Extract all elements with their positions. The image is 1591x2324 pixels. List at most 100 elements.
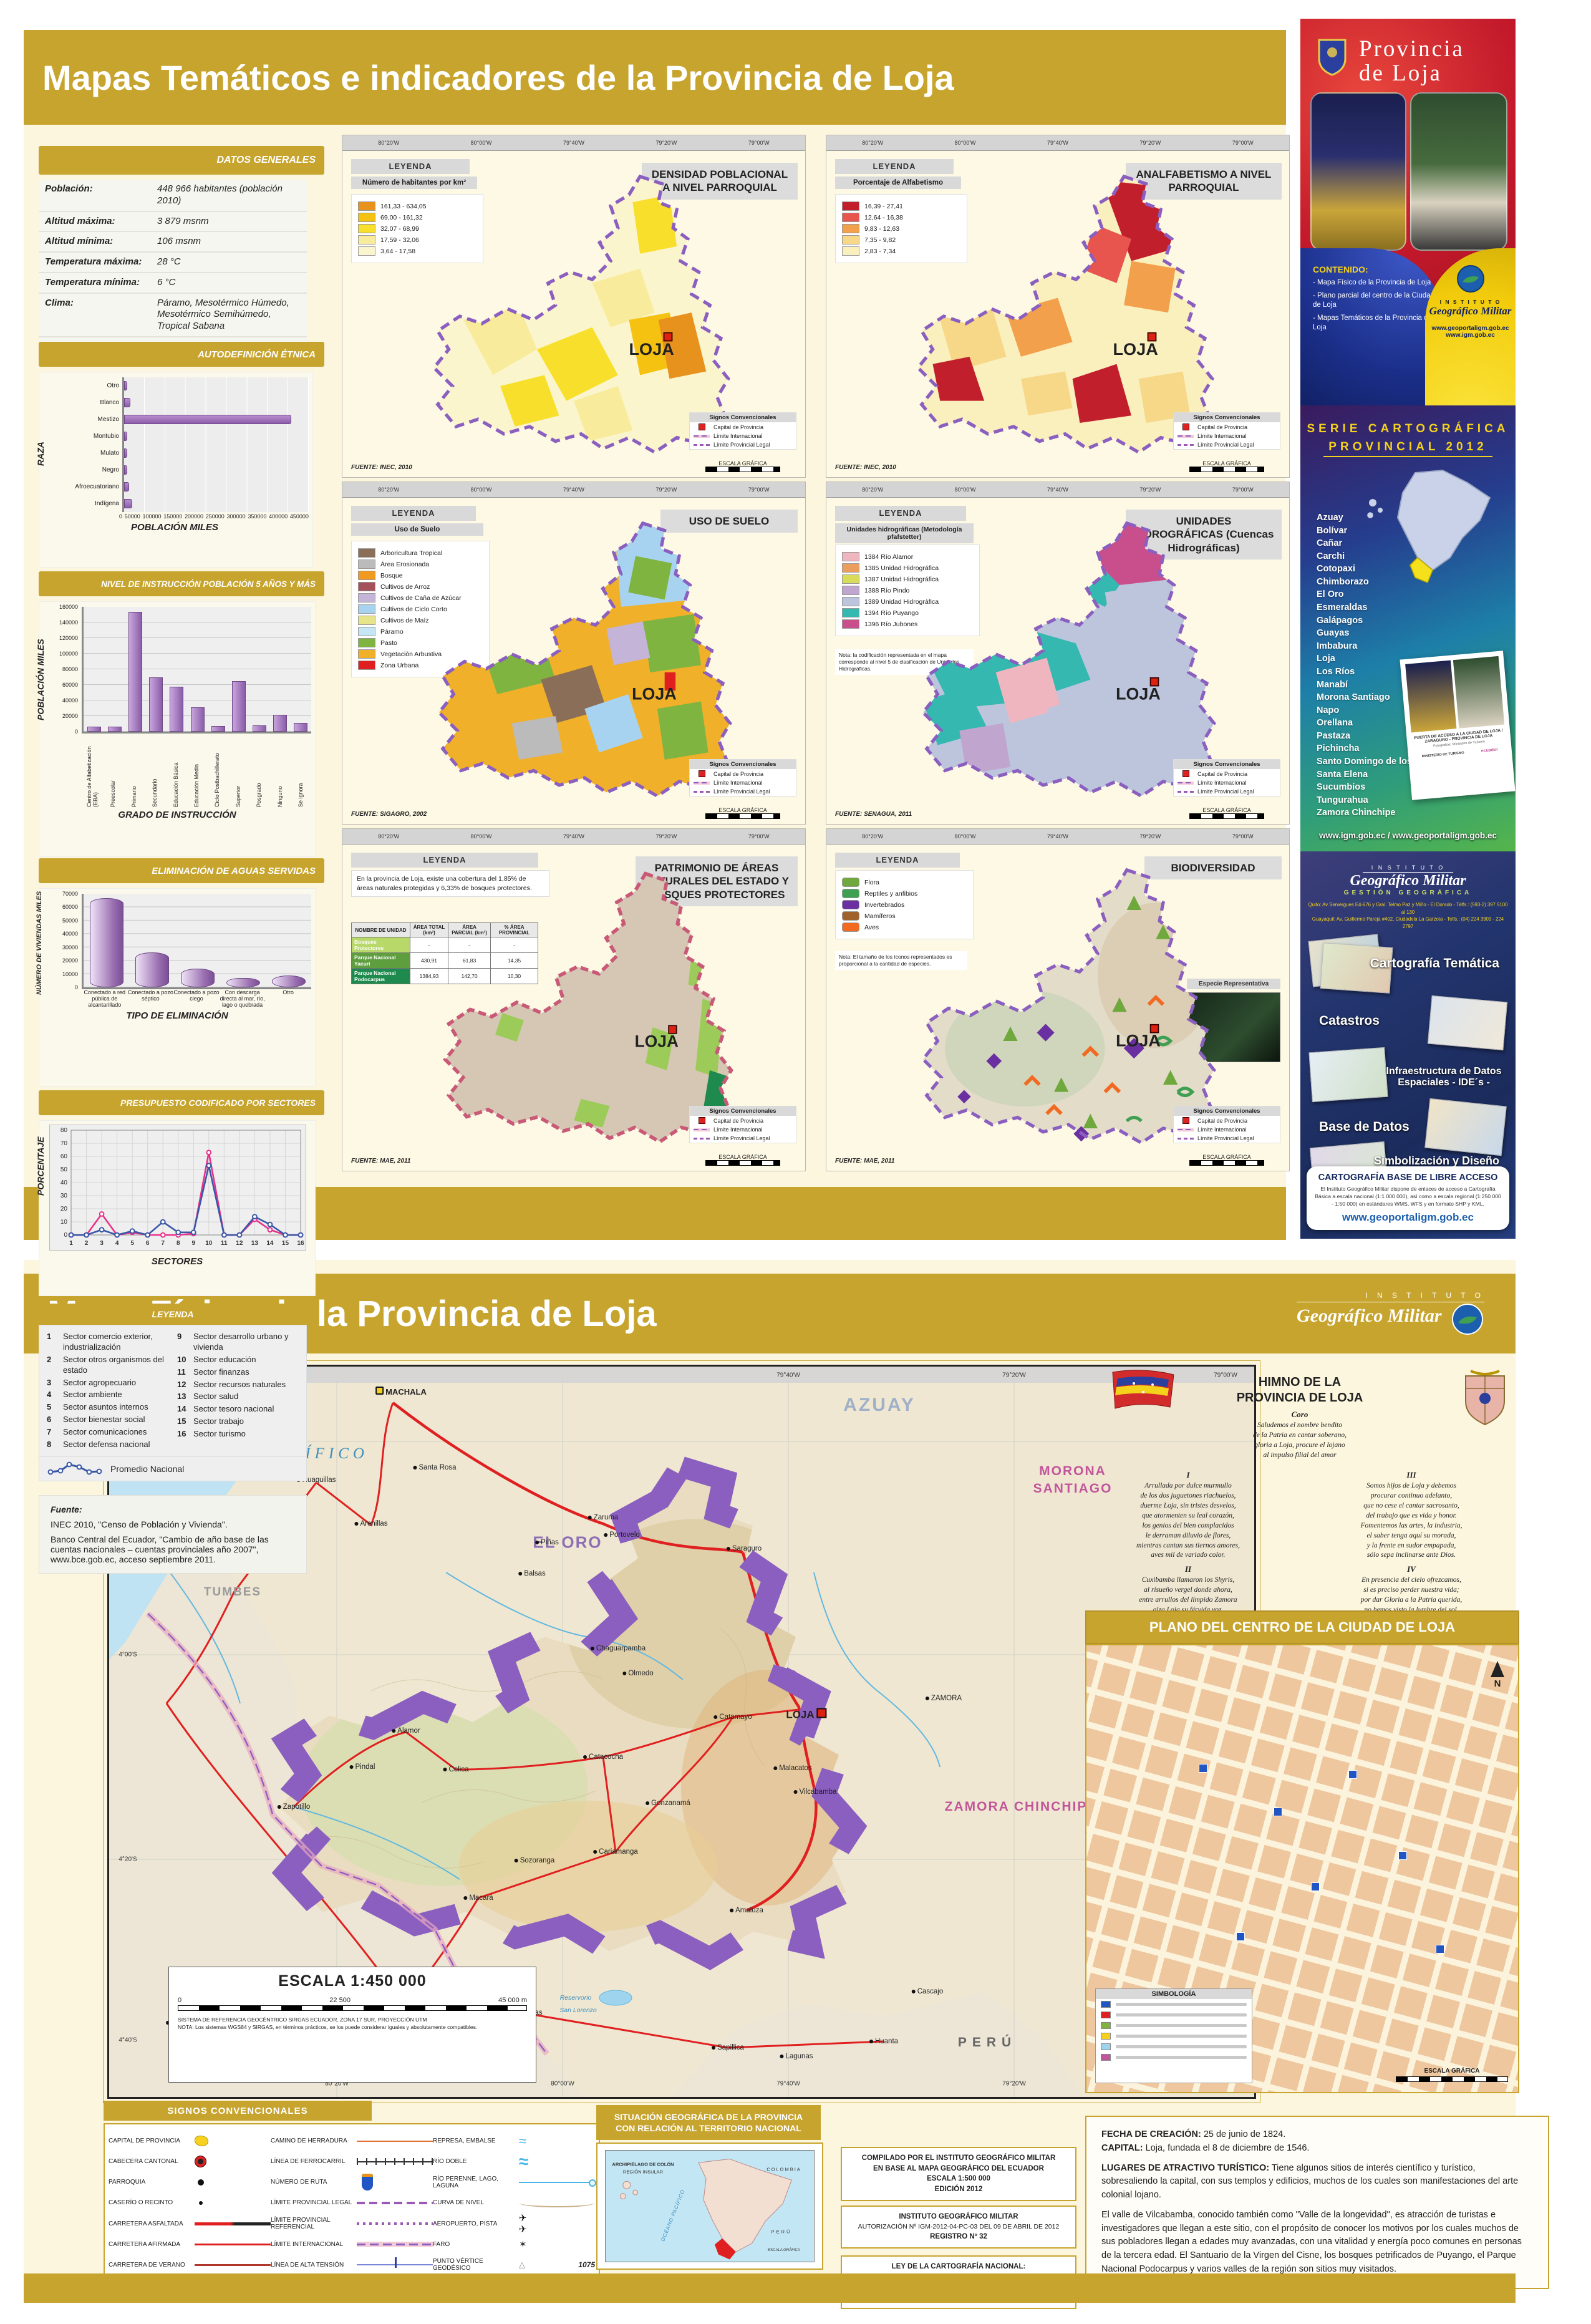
coord-label: 79°40'W bbox=[1047, 833, 1068, 840]
map-label: Balsas bbox=[518, 1570, 546, 1577]
signo-symbol bbox=[195, 2235, 271, 2253]
datos-row: Altitud mínima: 106 msnm bbox=[39, 232, 307, 253]
igm-logo-panel: I N S T I T U T O Geográfico Militar www… bbox=[1425, 248, 1516, 405]
signo-label: CASERÍO O RECINTO bbox=[109, 2199, 173, 2207]
signos-header: SIGNOS CONVENCIONALES bbox=[104, 2101, 372, 2121]
map-label: ZAMORA CHINCHIPE bbox=[944, 1799, 1098, 1814]
leyenda-chip bbox=[842, 246, 859, 256]
situ-escala: ESCALA GRÁFICA bbox=[768, 2249, 800, 2252]
signo-symbol bbox=[357, 2256, 433, 2273]
leyenda-item: 7,35 - 9,82 bbox=[842, 235, 960, 245]
map-fuente: FUENTE: INEC, 2010 bbox=[351, 464, 412, 471]
map-label: Sapillica bbox=[712, 2044, 744, 2051]
datos-value: Páramo, Mesotérmico Húmedo, Mesotérmico … bbox=[157, 297, 289, 332]
province-item: Cañar bbox=[1317, 538, 1343, 549]
datos-label: Temperatura mínima: bbox=[45, 276, 140, 288]
signo-symbol bbox=[519, 2235, 595, 2253]
province-item: Imbabura bbox=[1317, 641, 1358, 651]
coord-label: 80°00'W bbox=[954, 487, 976, 493]
himno-line: Arrullada por dulce murmullo bbox=[1144, 1482, 1232, 1490]
leyenda-item-label: 2,83 - 7,34 bbox=[864, 247, 896, 255]
leyenda-chip bbox=[358, 661, 375, 670]
sector-num: 2 bbox=[47, 1354, 52, 1364]
sector-num: 3 bbox=[47, 1377, 52, 1387]
chart-presupuesto-title: PRESUPUESTO CODIFICADO POR SECTORES bbox=[120, 1098, 316, 1108]
chart-etnica-header: AUTODEFINICIÓN ÉTNICA bbox=[39, 342, 324, 367]
leyenda-item-label: Cultivos de Caña de Azúcar bbox=[380, 594, 462, 602]
chart-aguas-ylabel: NÚMERO DE VIVIENDAS MILES bbox=[36, 891, 43, 995]
leyenda-item-label: Páramo bbox=[380, 627, 404, 636]
info-turistica-box: FECHA DE CREACIÓN: 25 de junio de 1824. … bbox=[1085, 2116, 1549, 2292]
sector-num: 10 bbox=[177, 1354, 186, 1364]
map-label: 79°20'W bbox=[1002, 2080, 1026, 2088]
sector-item: 5 Sector asuntos internos bbox=[47, 1402, 168, 1413]
datos-value: 3 879 msnm bbox=[157, 215, 209, 226]
signo-label: CARRETERA DE VERANO bbox=[109, 2261, 185, 2268]
leyenda-clases: 161,33 - 634,05 69,00 - 161,32 32,07 - 68,… bbox=[351, 194, 483, 263]
province-item: Cotopaxi bbox=[1317, 564, 1356, 574]
himno-line: los genios del bien complacidos bbox=[1142, 1521, 1234, 1529]
province-item: Pichincha bbox=[1317, 743, 1360, 754]
leyenda-chip bbox=[358, 246, 375, 256]
signo-item: AEROPUERTO, PISTA bbox=[433, 2215, 595, 2232]
leyenda-item: Cultivos de Ciclo Corto bbox=[358, 604, 483, 614]
signo-item: RÍO PERENNE, LAGO, LAGUNA bbox=[433, 2174, 596, 2191]
leyenda-item: Cultivos de Arroz bbox=[358, 582, 483, 591]
sector-num: 16 bbox=[177, 1429, 186, 1439]
signo-label: CURVA DE NIVEL bbox=[433, 2199, 484, 2207]
leyenda-clases: 1384 Río Alamor 1385 Unidad Hidrográfica 1… bbox=[835, 545, 980, 636]
svg-text:LOJA: LOJA bbox=[629, 339, 674, 359]
map-label: Santa Rosa bbox=[413, 1464, 456, 1471]
leyenda-chip bbox=[358, 213, 375, 222]
sector-label: Sector finanzas bbox=[193, 1367, 249, 1377]
map-label: 4°40'S bbox=[118, 2036, 137, 2044]
himno-title2: PROVINCIA DE LOJA bbox=[1236, 1391, 1363, 1405]
map-label: 80°20'W bbox=[325, 2080, 349, 2088]
coord-label: 79°00'W bbox=[748, 140, 770, 146]
himno-title1: HIMNO DE LA bbox=[1258, 1375, 1342, 1389]
leyenda-icon bbox=[842, 889, 859, 898]
escala-ref2: NOTA: Los sistemas WGS84 y SIRGAS, en té… bbox=[178, 2024, 478, 2031]
map-title: DENSIDAD POBLACIONAL A NIVEL PARROQUIAL bbox=[642, 163, 798, 200]
leyenda-item-label: Cultivos de Ciclo Corto bbox=[380, 605, 447, 613]
coord-label: 79°40'W bbox=[1047, 140, 1068, 146]
province-item: Manabí bbox=[1317, 679, 1348, 690]
escala-grafica: ESCALA GRÁFICA bbox=[705, 1154, 780, 1166]
svg-text:5: 5 bbox=[130, 1240, 134, 1247]
signo-item: CURVA DE NIVEL bbox=[433, 2194, 595, 2212]
province-item: Galápagos bbox=[1317, 615, 1363, 626]
leyenda-chip bbox=[358, 224, 375, 233]
contenido-item: - Mapa Físico de la Provincia de Loja bbox=[1313, 279, 1431, 286]
chart-presupuesto: PORCENTAJE 0 10 20 30 40 50 60 70 80 1 2 3 4 5 6 7 8 9 10 1… bbox=[36, 1120, 316, 1296]
producto-base-datos: Base de Datos bbox=[1319, 1120, 1410, 1134]
province-item: Santa Elena bbox=[1317, 769, 1368, 780]
signo-item: CASERÍO O RECINTO bbox=[109, 2194, 271, 2212]
datos-value: 448 966 habitantes (población 2010) bbox=[157, 183, 283, 206]
map-label: Catacocha bbox=[583, 1753, 623, 1761]
sector-label: Sector turismo bbox=[193, 1429, 246, 1439]
ecuador-map bbox=[1367, 469, 1491, 584]
leyenda-chip bbox=[842, 608, 859, 617]
himno-line: aves mil de variado color. bbox=[1151, 1551, 1226, 1559]
leyenda-chip bbox=[842, 619, 859, 629]
himno-line: Saludemos el nombre bendito bbox=[1257, 1421, 1342, 1429]
leyenda-item-label: 1384 Río Alamor bbox=[864, 553, 914, 561]
leyenda-item-label: 3,64 - 17,58 bbox=[380, 247, 416, 255]
leyenda-item-label: 7,35 - 9,82 bbox=[864, 236, 896, 244]
coord-label: 80°00'W bbox=[954, 140, 976, 146]
leyenda-item: 32,07 - 68,99 bbox=[358, 224, 476, 233]
leyenda-item: 1389 Unidad Hidrográfica bbox=[842, 597, 973, 606]
escala-grafica: ESCALA GRÁFICA bbox=[1189, 1154, 1264, 1166]
map-label: Malacatos bbox=[773, 1765, 811, 1772]
leyenda-item-label: 1394 Río Puyango bbox=[864, 609, 919, 617]
leyenda-item: 161,33 - 634,05 bbox=[358, 201, 476, 211]
datos-generales-header: DATOS GENERALES bbox=[39, 146, 324, 175]
map-label: Alamor bbox=[392, 1727, 420, 1735]
sector-num: 13 bbox=[177, 1392, 186, 1402]
coord-label: 79°40'W bbox=[563, 487, 584, 493]
sector-item: 6 Sector bienestar social bbox=[47, 1415, 168, 1425]
sector-label: Sector educación bbox=[193, 1354, 256, 1364]
escala-grafica: ESCALA GRÁFICA bbox=[705, 807, 780, 819]
province-item: Morona Santiago bbox=[1317, 692, 1390, 703]
sector-leyenda-items: 1 Sector comercio exterior, industrializ… bbox=[39, 1325, 307, 1457]
